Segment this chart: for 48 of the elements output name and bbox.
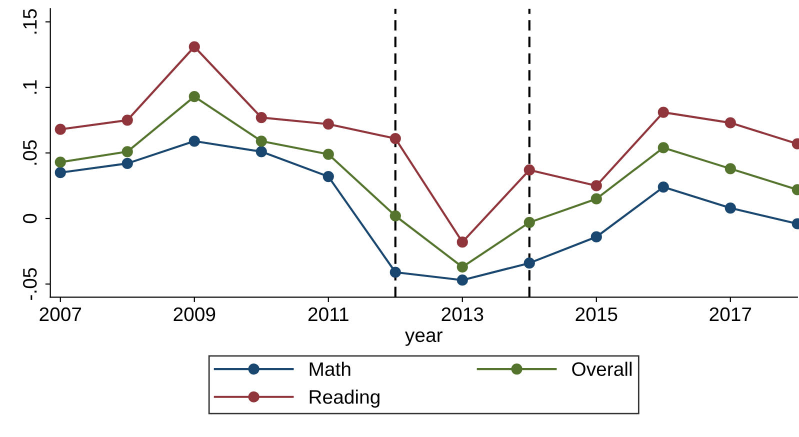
legend-label: Overall xyxy=(572,362,632,376)
x-tick-label: 2011 xyxy=(308,307,348,322)
point xyxy=(322,170,334,182)
point xyxy=(724,117,736,128)
point xyxy=(724,163,736,174)
point xyxy=(256,136,267,147)
point xyxy=(590,180,602,192)
point xyxy=(322,118,334,130)
point xyxy=(724,202,736,214)
point xyxy=(122,146,133,158)
point xyxy=(256,146,267,158)
y-tick-label: .15 xyxy=(23,9,37,34)
x-tick-label: 2017 xyxy=(710,307,752,322)
point xyxy=(524,258,535,269)
point xyxy=(188,136,200,147)
legend-label: Reading xyxy=(310,390,380,408)
point xyxy=(658,106,669,118)
point xyxy=(524,216,535,228)
point xyxy=(188,91,200,102)
point xyxy=(322,148,334,160)
x-tick-label: 2015 xyxy=(576,307,618,322)
x-tick-label: 2013 xyxy=(442,307,484,322)
point xyxy=(456,236,468,248)
y-tick-label: .1 xyxy=(23,80,37,94)
point xyxy=(456,274,468,286)
y-tick-label: 0 xyxy=(23,214,37,224)
point xyxy=(590,193,602,204)
point xyxy=(456,261,468,273)
point xyxy=(122,158,133,169)
point xyxy=(658,181,669,193)
point xyxy=(658,142,669,154)
y-tick-label: .05 xyxy=(23,140,37,165)
point xyxy=(390,266,401,278)
x-tick-label: 2009 xyxy=(174,307,216,322)
legend-label: Math xyxy=(310,362,350,376)
y-tick-label: -.05 xyxy=(23,268,37,300)
point xyxy=(590,231,602,242)
point xyxy=(54,167,66,178)
point xyxy=(54,156,66,168)
point xyxy=(524,164,535,176)
point xyxy=(390,210,401,222)
x-axis-title: year xyxy=(405,331,442,346)
point xyxy=(390,132,401,144)
point xyxy=(122,114,133,126)
point xyxy=(188,41,200,52)
point xyxy=(256,112,267,124)
point xyxy=(54,124,66,135)
x-tick-label: 2007 xyxy=(40,307,82,322)
